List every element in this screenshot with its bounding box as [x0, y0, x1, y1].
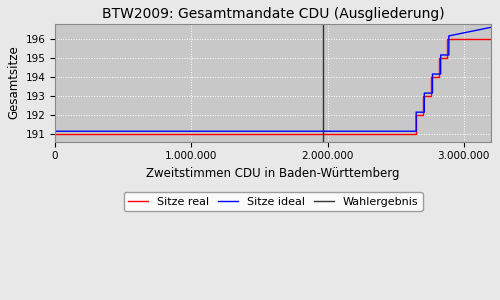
Sitze real [436, 75, 442, 79]
Sitze real [413, 113, 419, 117]
Sitze real [444, 56, 450, 60]
Sitze ideal [488, 26, 494, 29]
Sitze real [436, 56, 442, 60]
Sitze ideal [422, 110, 428, 114]
Sitze real [420, 94, 426, 98]
Sitze ideal [446, 34, 452, 38]
Title: BTW2009: Gesamtmandate CDU (Ausgliederung): BTW2009: Gesamtmandate CDU (Ausgliederun… [102, 7, 444, 21]
Legend: Sitze real, Sitze ideal, Wahlergebnis: Sitze real, Sitze ideal, Wahlergebnis [124, 192, 422, 211]
Sitze ideal [430, 91, 436, 95]
Sitze ideal [422, 91, 428, 95]
Sitze real [428, 75, 434, 79]
Y-axis label: Gesamtsitze: Gesamtsitze [7, 46, 20, 119]
Sitze ideal [413, 110, 419, 114]
Sitze ideal [438, 72, 444, 76]
Line: Sitze ideal: Sitze ideal [55, 27, 491, 131]
Sitze ideal [413, 129, 419, 133]
Sitze real [444, 37, 450, 40]
Sitze real [420, 113, 426, 117]
Sitze ideal [446, 53, 452, 57]
Sitze real [413, 132, 419, 136]
Sitze ideal [438, 53, 444, 57]
Line: Sitze real: Sitze real [55, 39, 491, 134]
Sitze ideal [52, 129, 58, 133]
Sitze real [52, 132, 58, 136]
Sitze ideal [430, 72, 436, 76]
Sitze real [428, 94, 434, 98]
X-axis label: Zweitstimmen CDU in Baden-Württemberg: Zweitstimmen CDU in Baden-Württemberg [146, 167, 400, 180]
Sitze real [488, 37, 494, 40]
